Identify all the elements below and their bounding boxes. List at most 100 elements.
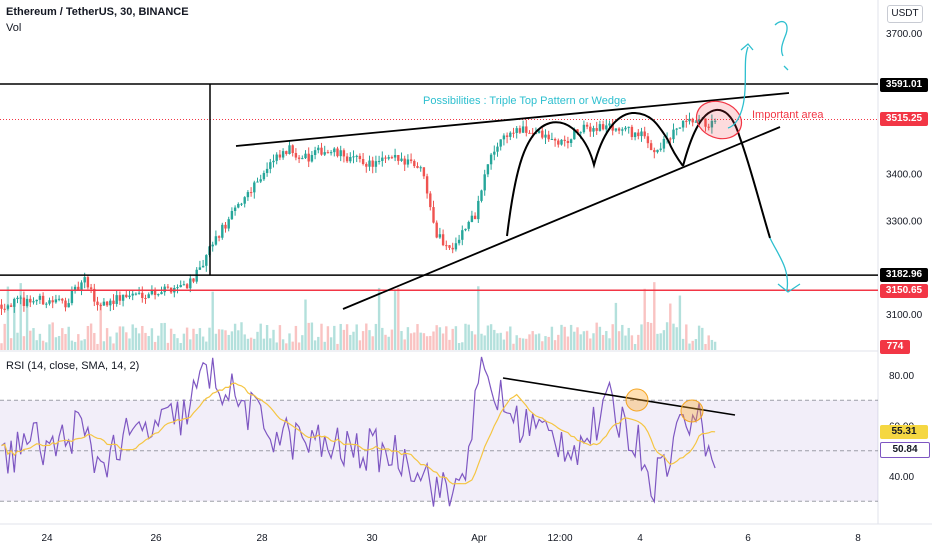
volume-bar [608,338,611,350]
candle-body [227,219,230,229]
price-tick-label: 3300.00 [886,216,923,227]
candle-body [349,156,352,162]
candle-body [579,132,582,134]
volume-bar [281,339,285,350]
candle-body [249,192,253,194]
candle-body [390,157,394,159]
volume-bar [592,333,595,350]
volume-bar [349,334,352,350]
volume-value-label: 774 [880,340,910,354]
volume-bar [553,340,557,350]
candle-body [253,182,256,193]
volume-bar [80,340,83,350]
support-price-label: 3182.96 [880,268,928,282]
volume-bar [419,332,422,350]
candle-body [409,159,413,161]
volume-bar [67,326,70,350]
volume-bar [563,326,566,350]
volume-bar [397,287,400,350]
volume-bar [499,332,502,350]
candle-body [153,290,157,295]
volume-bar [205,341,208,350]
volume-bar [400,331,403,350]
candle-body [16,297,19,300]
candle-body [317,147,320,151]
volume-bar [275,342,278,350]
candle-body [361,159,365,164]
downside-arrow-icon [777,283,801,293]
candle-body [358,155,362,160]
volume-bar [637,334,640,350]
volume-bar [438,327,442,350]
candle-body [352,156,355,158]
volume-bar [669,303,672,350]
volume-bar [310,322,314,350]
candle-body [221,224,224,238]
volume-bar [352,331,355,350]
volume-bar [413,332,416,350]
candle-body [707,126,710,128]
candle-body [182,284,186,286]
candle-body [576,129,579,133]
candle-body [493,151,496,155]
candle-body [134,293,138,295]
currency-button[interactable]: USDT [887,5,923,23]
candle-body [659,148,662,150]
candle-body [13,299,16,307]
volume-bars [0,282,717,350]
volume-bar [409,333,413,350]
volume-bar [390,329,394,350]
candle-body [365,163,368,167]
candle-body [384,157,387,159]
candle-body [547,134,550,140]
rsi-tick-label: 40.00 [889,472,914,483]
volume-bar [176,338,179,350]
rsi-pane [0,356,878,507]
volume-bar [694,339,698,350]
volume-bar [502,339,506,350]
candle-body [54,299,58,303]
volume-bar [387,336,390,350]
volume-bar [339,323,342,350]
volume-bar [707,335,710,350]
rsi-tick-label: 80.00 [889,371,914,382]
volume-bar [512,343,515,350]
candle-body [163,286,166,293]
volume-bar [713,341,717,350]
candle-body [473,215,477,220]
volume-bar [179,342,182,350]
candlesticks [0,112,717,316]
candle-body [435,222,438,238]
current-price-label: 3515.25 [880,112,928,126]
candle-body [425,176,429,194]
volume-bar [93,332,96,350]
volume-bar [35,340,38,350]
volume-bar [125,332,128,350]
volume-bar [630,335,634,350]
volume-bar [541,341,544,350]
candle-body [105,301,109,306]
time-tick-label: 30 [366,533,378,544]
volume-bar [224,330,227,350]
volume-bar [320,323,323,350]
candle-body [45,303,48,305]
time-tick-label: 4 [637,533,643,544]
time-tick-label: 12:00 [547,533,572,544]
candle-body [278,154,282,158]
candle-body [0,304,3,309]
volume-bar [509,326,512,350]
candle-body [304,153,307,159]
candle-body [80,282,83,291]
volume-bar [646,322,650,350]
upside-arrow-icon [740,43,754,51]
candle-body [115,295,118,304]
candle-body [637,132,640,137]
candle-body [137,292,141,294]
volume-bar [157,335,160,350]
volume-bar [470,331,474,350]
volume-bar [16,332,19,350]
rsi-ma-line [1,382,716,485]
candle-body [406,159,410,165]
volume-bar [464,323,467,350]
